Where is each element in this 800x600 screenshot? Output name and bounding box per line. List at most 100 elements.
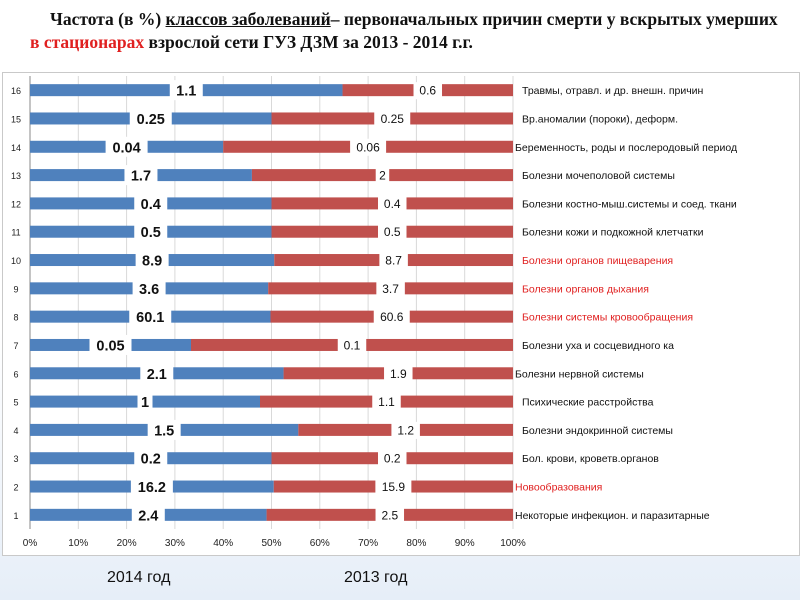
data-label-box-2014 bbox=[134, 193, 168, 214]
category-label: Болезни костно-мыш.системы и соед. ткани bbox=[522, 198, 737, 210]
y-tick-label: 14 bbox=[11, 143, 21, 153]
data-label-2014: 16.2 bbox=[138, 480, 166, 496]
y-tick-label: 12 bbox=[11, 199, 21, 209]
data-label-2013: 0.25 bbox=[381, 112, 405, 126]
data-label-2013: 2 bbox=[379, 169, 386, 183]
data-label-2014: 0.5 bbox=[141, 225, 161, 241]
x-tick-label: 100% bbox=[500, 538, 526, 549]
data-label-box-2014 bbox=[132, 278, 166, 299]
data-label-box-2013 bbox=[350, 138, 387, 156]
data-label-2013: 0.1 bbox=[344, 338, 361, 352]
data-label-box-2014 bbox=[134, 221, 168, 242]
y-tick-label: 2 bbox=[13, 483, 18, 493]
category-label: Психические расстройства bbox=[522, 397, 654, 409]
category-label: Вр.аномалии (пороки), деформ. bbox=[522, 113, 678, 125]
data-label-2013: 1.2 bbox=[397, 423, 414, 437]
y-tick-label: 15 bbox=[11, 114, 21, 124]
x-tick-label: 0% bbox=[23, 538, 38, 549]
data-label-box-2014 bbox=[135, 250, 169, 271]
legend-2013: 2013 год bbox=[344, 569, 408, 586]
y-tick-label: 16 bbox=[11, 86, 21, 96]
stacked-bar-chart: 0% 10% 20% 30% 40% 50% 60% 70% 80% 90% 100% 1 2.4 2.5… bbox=[11, 76, 737, 549]
data-label-box-2013 bbox=[375, 167, 390, 185]
category-label: Болезни органов дыхания bbox=[522, 283, 649, 295]
data-label-2014: 1.1 bbox=[176, 84, 196, 100]
data-label-box-2014 bbox=[89, 334, 132, 355]
data-label-2013: 60.6 bbox=[380, 310, 404, 324]
y-tick-label: 6 bbox=[13, 369, 18, 379]
data-label-2013: 3.7 bbox=[382, 282, 399, 296]
data-label-box-2014 bbox=[129, 108, 172, 129]
data-label-2014: 2.1 bbox=[147, 367, 167, 383]
data-label-box-2013 bbox=[378, 195, 407, 213]
y-tick-label: 10 bbox=[11, 256, 21, 266]
data-label-box-2013 bbox=[375, 506, 405, 524]
y-tick-label: 4 bbox=[13, 426, 18, 436]
x-tick-label: 70% bbox=[358, 538, 378, 549]
data-label-box-2014 bbox=[169, 80, 203, 101]
category-label: Беременность, роды и послеродовый период bbox=[515, 142, 737, 154]
title-part-2: классов заболеваний bbox=[165, 9, 331, 29]
y-tick-label: 5 bbox=[13, 398, 18, 408]
data-label-2014: 1 bbox=[141, 395, 149, 411]
data-label-2014: 3.6 bbox=[139, 282, 159, 298]
data-label-box-2014 bbox=[137, 391, 153, 412]
data-label-2013: 1.1 bbox=[378, 395, 395, 409]
data-label-2014: 0.2 bbox=[141, 452, 161, 468]
data-label-box-2013 bbox=[413, 82, 443, 100]
data-label-box-2014 bbox=[131, 504, 165, 525]
data-label-2014: 1.5 bbox=[154, 423, 174, 439]
category-label: Болезни мочеполовой системы bbox=[522, 170, 675, 182]
data-label-2013: 8.7 bbox=[385, 254, 402, 268]
data-label-2013: 2.5 bbox=[381, 508, 398, 522]
data-label-box-2013 bbox=[379, 252, 408, 270]
data-label-box-2013 bbox=[374, 110, 411, 128]
x-tick-label: 10% bbox=[68, 538, 88, 549]
data-label-2014: 2.4 bbox=[138, 508, 158, 524]
data-label-box-2013 bbox=[373, 308, 410, 326]
y-tick-label: 7 bbox=[13, 341, 18, 351]
data-label-box-2013 bbox=[378, 223, 407, 241]
y-tick-label: 8 bbox=[13, 313, 18, 323]
data-label-2014: 0.05 bbox=[96, 338, 124, 354]
category-label: Новообразования bbox=[515, 482, 602, 494]
category-label: Болезни эндокринной системы bbox=[522, 425, 673, 437]
data-label-box-2014 bbox=[105, 136, 148, 157]
y-tick-label: 3 bbox=[13, 454, 18, 464]
category-label: Болезни уха и сосцевидного ка bbox=[522, 340, 674, 352]
data-label-box-2013 bbox=[375, 478, 412, 496]
x-tick-label: 90% bbox=[455, 538, 475, 549]
title-part-4: в стационарах bbox=[30, 32, 145, 52]
data-label-2013: 0.06 bbox=[356, 140, 380, 154]
category-label: Болезни нервной системы bbox=[515, 368, 644, 380]
chart-title: Частота (в %) классов заболеваний– перво… bbox=[30, 8, 790, 54]
data-label-box-2013 bbox=[376, 280, 405, 298]
legend-2014: 2014 год bbox=[107, 569, 171, 586]
data-label-2013: 0.4 bbox=[384, 197, 401, 211]
data-label-box-2013 bbox=[337, 336, 367, 354]
data-label-box-2014 bbox=[124, 165, 158, 186]
data-label-2013: 1.9 bbox=[390, 367, 407, 381]
data-label-box-2013 bbox=[378, 450, 407, 468]
category-label: Болезни системы кровообращения bbox=[522, 312, 693, 324]
x-tick-label: 20% bbox=[117, 538, 137, 549]
data-label-2014: 0.4 bbox=[141, 197, 161, 213]
title-part-5: взрослой сети ГУЗ ДЗМ за 2013 - 2014 г.г… bbox=[144, 32, 473, 52]
data-label-box-2013 bbox=[391, 421, 420, 439]
chart-area: 0% 10% 20% 30% 40% 50% 60% 70% 80% 90% 100% 1 2.4 2.5… bbox=[2, 72, 800, 556]
x-tick-label: 50% bbox=[261, 538, 281, 549]
data-label-2014: 1.7 bbox=[131, 169, 151, 185]
data-label-2014: 0.04 bbox=[112, 140, 140, 156]
data-label-box-2014 bbox=[130, 476, 173, 497]
data-label-box-2013 bbox=[384, 365, 413, 383]
y-tick-label: 9 bbox=[13, 284, 18, 294]
y-tick-label: 13 bbox=[11, 171, 21, 181]
category-label: Бол. крови, кроветв.органов bbox=[522, 453, 659, 465]
data-label-box-2013 bbox=[372, 393, 401, 411]
data-label-box-2014 bbox=[134, 448, 168, 469]
data-label-2014: 0.25 bbox=[137, 112, 165, 128]
category-label: Травмы, отравл. и др. внешн. причин bbox=[522, 85, 704, 97]
title-part-3: – первоначальных причин смерти у вскрыты… bbox=[330, 9, 778, 29]
data-label-2013: 15.9 bbox=[382, 480, 406, 494]
data-label-box-2014 bbox=[147, 419, 181, 440]
